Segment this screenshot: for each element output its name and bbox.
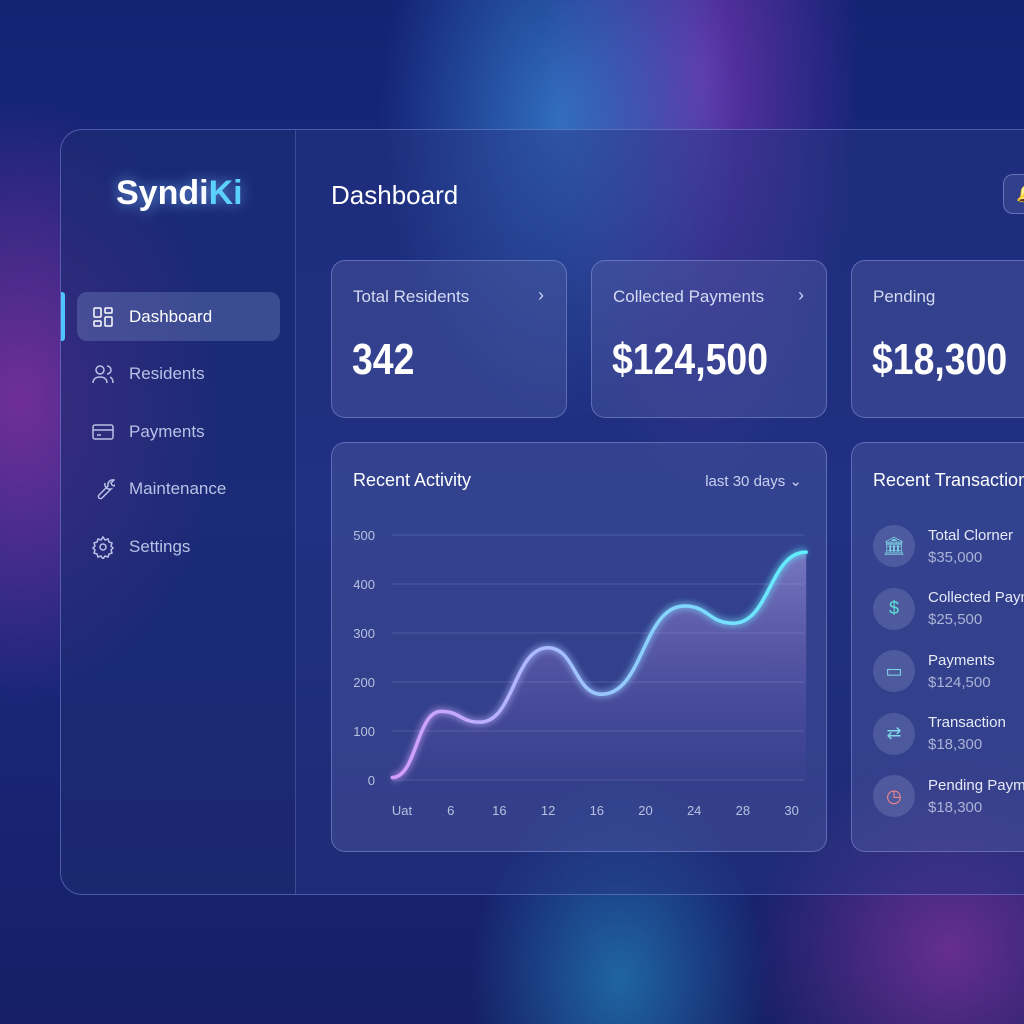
- bell-icon: 🔔: [1016, 183, 1024, 204]
- sidebar-item-label: Payments: [129, 421, 205, 441]
- x-tick-label: 16: [590, 803, 604, 818]
- x-tick-label: 24: [687, 803, 701, 818]
- chevron-down-icon: ⌄: [789, 473, 802, 490]
- transaction-amount: $35,000: [928, 548, 983, 566]
- range-value: last 30 days: [705, 473, 786, 490]
- wrench-icon: [97, 479, 115, 500]
- bank-icon: 🏛: [873, 525, 915, 567]
- sidebar-item-label: Residents: [129, 364, 205, 383]
- stat-label: Total Residents: [353, 287, 470, 306]
- stat-label: Pending: [873, 287, 936, 306]
- credit-card-icon: [92, 423, 114, 440]
- sidebar-item-settings[interactable]: Settings: [77, 522, 280, 571]
- transaction-item[interactable]: ▭ Payments $124,500: [873, 650, 995, 692]
- x-tick-label: 16: [492, 803, 506, 818]
- card-title: Recent Transactions: [873, 470, 1024, 490]
- sidebar-nav: Dashboard Residents Payments Maintenance…: [77, 292, 280, 580]
- page-title: Dashboard: [331, 180, 459, 210]
- app-window: SyndiKi Dashboard Residents Payments Mai…: [60, 129, 1024, 895]
- sidebar-item-dashboard[interactable]: Dashboard: [77, 292, 280, 341]
- notifications-button[interactable]: 🔔: [1003, 174, 1024, 214]
- stat-label: Collected Payments: [613, 287, 765, 306]
- activity-line: [390, 550, 808, 780]
- gear-icon: [91, 535, 115, 559]
- transaction-item[interactable]: $ Collected Payments $25,500: [873, 587, 1024, 630]
- chevron-right-icon: ›: [798, 285, 804, 305]
- dollar-icon: $: [873, 587, 915, 630]
- transaction-name: Transaction: [928, 714, 1006, 731]
- transaction-name: Pending Payments: [928, 776, 1024, 794]
- stat-card-pending[interactable]: Pending $18,300: [851, 260, 1024, 418]
- logo: SyndiKi: [116, 174, 243, 213]
- area-fill: [392, 552, 807, 780]
- recent-transactions-card: Recent Transactions 🏛 Total Clorner $35,00…: [851, 442, 1024, 852]
- transaction-name: Payments: [928, 651, 995, 669]
- transaction-item[interactable]: 🏛 Total Clorner $35,000: [873, 525, 1013, 567]
- x-tick-label: 28: [736, 803, 750, 818]
- sidebar: SyndiKi Dashboard Residents Payments Mai…: [61, 130, 296, 894]
- card-title: Recent Activity: [353, 470, 472, 490]
- active-indicator: [61, 292, 65, 341]
- chevron-right-icon: ›: [538, 285, 544, 305]
- dashboard-icon: [93, 306, 113, 327]
- x-tick-label: Uat: [392, 803, 413, 818]
- recent-activity-card: Recent Activity last 30 days ⌄ 0 100 200 30…: [331, 442, 827, 852]
- transaction-item[interactable]: ◷ Pending Payments $18,300: [873, 775, 1024, 817]
- wallet-icon: ▭: [873, 650, 915, 692]
- sidebar-item-label: Dashboard: [129, 306, 213, 326]
- y-tick-label: 400: [353, 577, 375, 592]
- stat-value: $18,300: [872, 335, 1008, 384]
- stat-card-collected[interactable]: Collected Payments › $124,500: [591, 260, 827, 418]
- stat-card-residents[interactable]: Total Residents › 342: [331, 260, 567, 418]
- stat-value: $124,500: [612, 335, 769, 384]
- y-tick-label: 0: [368, 773, 375, 788]
- x-tick-label: 12: [541, 803, 555, 818]
- y-tick-label: 300: [353, 626, 375, 641]
- sidebar-item-maintenance[interactable]: Maintenance: [77, 465, 280, 514]
- logo-accent: Ki: [208, 174, 243, 212]
- transaction-name: Total Clorner: [928, 526, 1014, 544]
- sidebar-item-residents[interactable]: Residents: [77, 350, 280, 399]
- x-tick-label: 30: [784, 803, 798, 818]
- sidebar-item-payments[interactable]: Payments: [77, 407, 280, 456]
- transaction-name: Collected Payments: [928, 589, 1024, 606]
- transaction-item[interactable]: ⇄ Transaction $18,300: [873, 712, 1006, 755]
- y-tick-label: 200: [353, 675, 375, 690]
- y-tick-label: 100: [353, 724, 375, 739]
- transfer-icon: ⇄: [873, 712, 915, 755]
- sidebar-item-label: Maintenance: [129, 479, 227, 498]
- stat-value: 342: [352, 335, 415, 384]
- transaction-amount: $25,500: [928, 611, 983, 628]
- activity-chart: 0 100 200 300 400 500 Uat 6 16 12 16 20 24 28 30: [353, 528, 808, 818]
- range-dropdown[interactable]: last 30 days ⌄: [705, 472, 802, 490]
- logo-text: Syndi: [116, 174, 209, 212]
- y-tick-label: 500: [353, 528, 375, 543]
- transaction-amount: $18,300: [928, 798, 983, 816]
- x-tick-label: 6: [447, 803, 454, 818]
- clock-icon: ◷: [873, 775, 915, 817]
- users-icon: [92, 365, 114, 384]
- transaction-amount: $18,300: [928, 736, 983, 753]
- x-tick-label: 20: [638, 803, 652, 818]
- transaction-amount: $124,500: [928, 673, 991, 691]
- sidebar-item-label: Settings: [129, 536, 191, 556]
